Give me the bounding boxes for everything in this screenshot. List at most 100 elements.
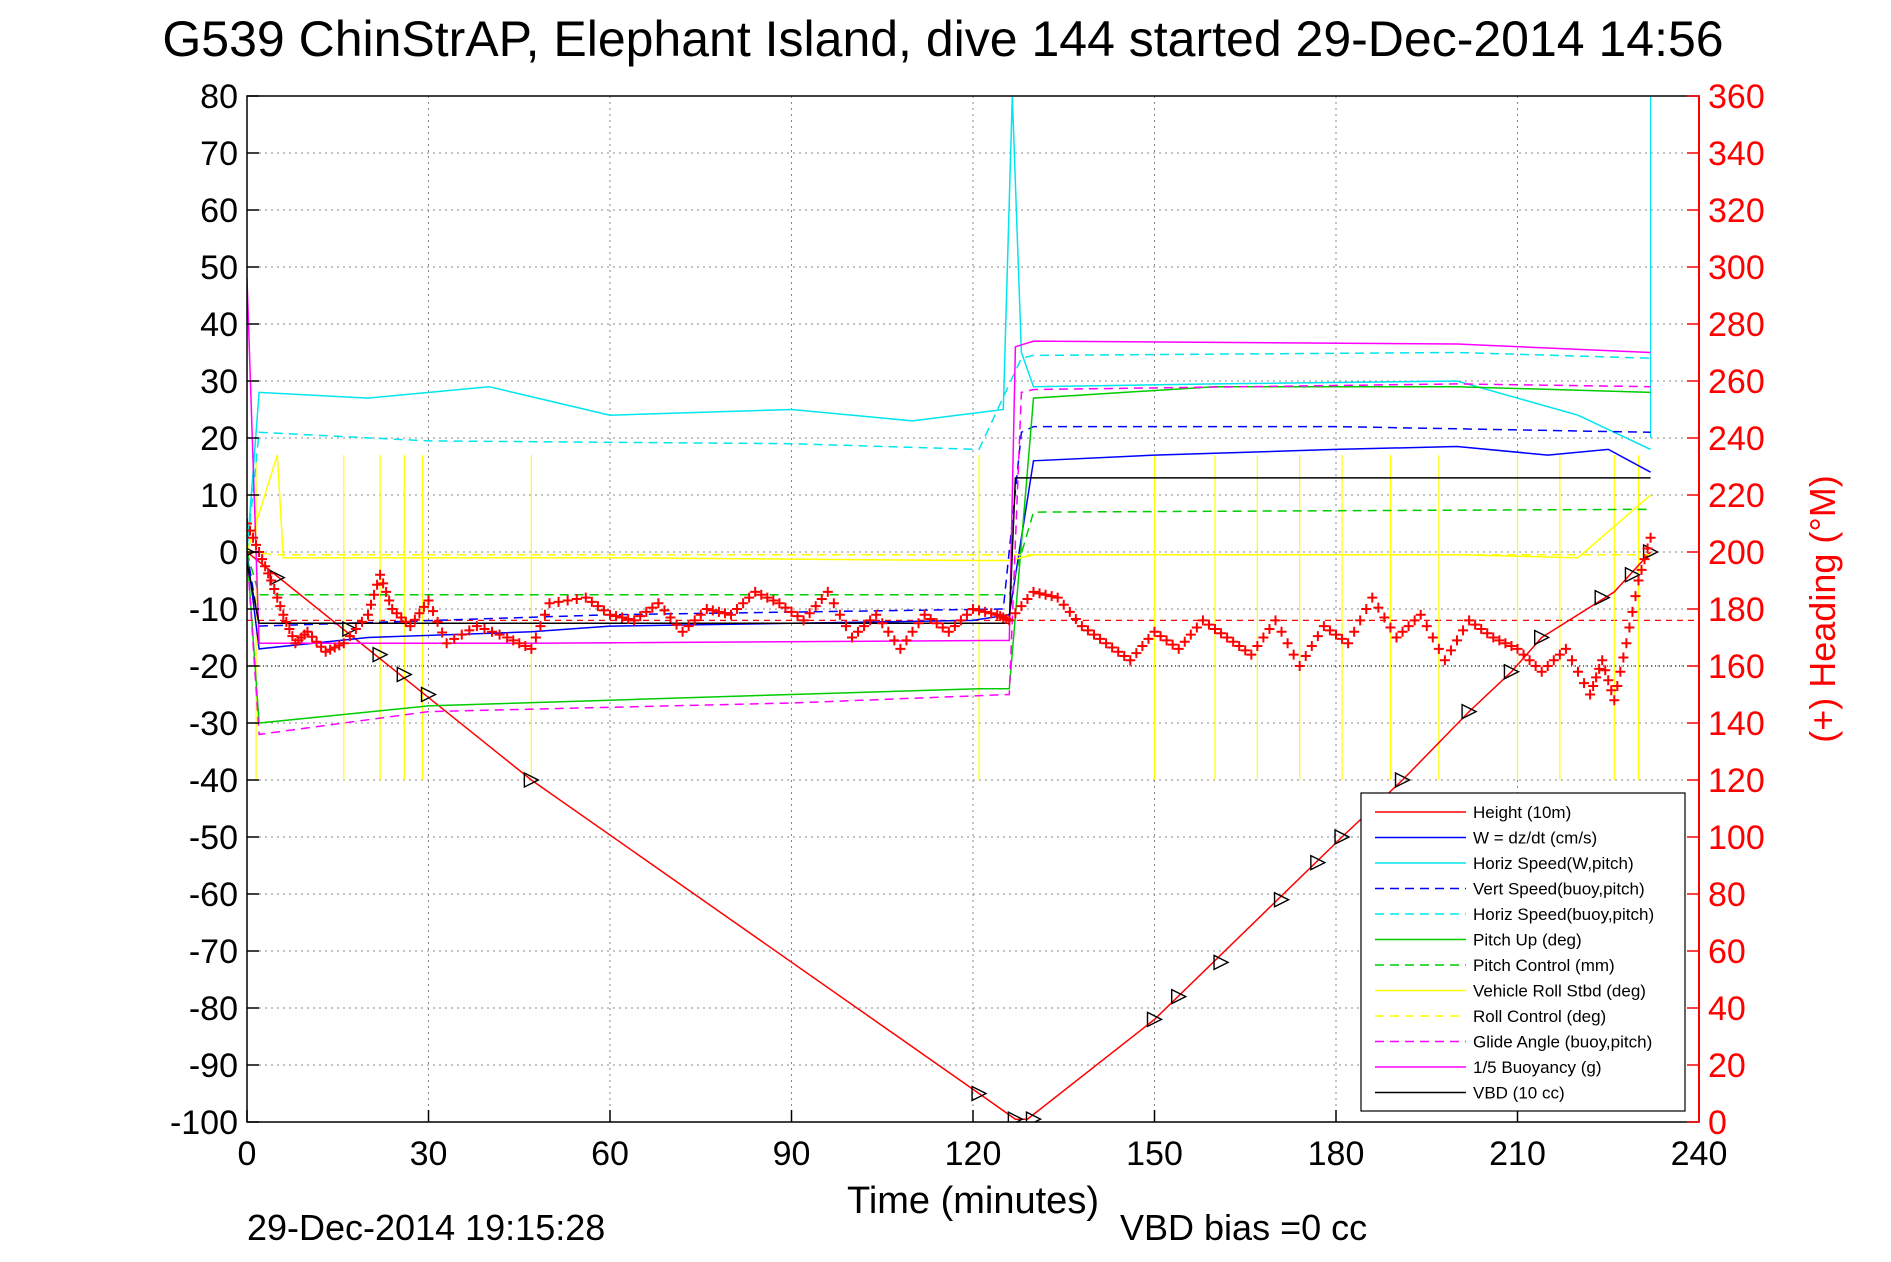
heading-marker bbox=[1618, 652, 1629, 663]
heading-marker bbox=[986, 608, 997, 619]
y-tick-label: 30 bbox=[200, 363, 238, 401]
heading-marker bbox=[325, 644, 336, 655]
y-tick-label: -30 bbox=[189, 705, 238, 743]
heading-marker bbox=[437, 627, 448, 638]
heading-marker bbox=[1494, 635, 1505, 646]
heading-marker bbox=[780, 602, 791, 613]
heading-marker bbox=[949, 621, 960, 632]
height-marker bbox=[1503, 663, 1521, 680]
series-line bbox=[247, 278, 1651, 644]
heading-marker bbox=[381, 586, 392, 597]
heading-marker bbox=[1191, 622, 1202, 633]
y-tick-label: 70 bbox=[200, 135, 238, 173]
heading-marker bbox=[263, 568, 274, 579]
heading-marker bbox=[464, 625, 475, 636]
heading-marker bbox=[689, 615, 700, 626]
plot-content bbox=[247, 96, 1699, 1122]
heading-marker bbox=[247, 518, 252, 529]
heading-marker bbox=[1594, 663, 1605, 674]
heading-marker bbox=[1143, 633, 1154, 644]
heading-marker bbox=[1621, 638, 1632, 649]
heading-marker bbox=[901, 635, 912, 646]
heading-marker bbox=[441, 638, 452, 649]
heading-marker bbox=[494, 629, 505, 640]
y-right-tick-label: 100 bbox=[1708, 819, 1765, 857]
heading-marker bbox=[605, 609, 615, 620]
legend-entry: Roll Control (deg) bbox=[1473, 1007, 1606, 1026]
heading-marker bbox=[816, 594, 827, 605]
heading-marker bbox=[1639, 554, 1650, 565]
y-right-tick-label: 60 bbox=[1708, 933, 1746, 971]
y-right-tick-label: 0 bbox=[1708, 1104, 1727, 1142]
heading-marker bbox=[1464, 615, 1475, 626]
heading-marker bbox=[1331, 629, 1341, 640]
y-tick-label: 80 bbox=[200, 78, 238, 116]
heading-marker bbox=[580, 592, 591, 603]
heading-marker bbox=[1022, 594, 1033, 605]
heading-marker bbox=[1197, 615, 1208, 626]
x-tick-label: 90 bbox=[773, 1135, 811, 1173]
y-tick-label: 40 bbox=[200, 306, 238, 344]
heading-marker bbox=[1530, 661, 1541, 671]
heading-marker bbox=[1119, 651, 1130, 662]
heading-marker bbox=[1034, 588, 1045, 599]
heading-marker bbox=[1349, 626, 1360, 637]
heading-marker bbox=[695, 609, 706, 620]
heading-marker bbox=[847, 632, 857, 643]
heading-marker bbox=[1240, 645, 1251, 656]
heading-marker bbox=[641, 606, 652, 617]
heading-marker bbox=[1624, 622, 1635, 633]
grid bbox=[246, 95, 1700, 1123]
series-line bbox=[247, 477, 1651, 625]
heading-marker bbox=[1524, 655, 1535, 666]
legend-entry: Glide Angle (buoy,pitch) bbox=[1473, 1033, 1652, 1052]
heading-marker bbox=[1554, 649, 1565, 660]
heading-marker bbox=[1373, 602, 1384, 613]
y-right-tick-label: 360 bbox=[1708, 78, 1765, 116]
footer-vbd-bias: VBD bias =0 cc bbox=[1120, 1207, 1367, 1248]
heading-marker bbox=[562, 595, 573, 606]
heading-marker bbox=[1573, 666, 1583, 677]
heading-marker bbox=[366, 599, 377, 610]
heading-marker bbox=[1379, 612, 1390, 623]
heading-marker bbox=[1609, 695, 1620, 706]
heading-marker bbox=[598, 605, 609, 616]
heading-marker bbox=[1488, 632, 1499, 643]
heading-marker bbox=[1052, 592, 1063, 603]
heading-marker bbox=[1064, 606, 1075, 617]
heading-marker bbox=[1415, 609, 1426, 620]
y-tick-label: -100 bbox=[170, 1104, 238, 1142]
series-line bbox=[247, 551, 1651, 556]
heading-marker bbox=[974, 605, 985, 616]
series-line bbox=[247, 551, 1652, 1120]
heading-marker bbox=[369, 589, 380, 600]
series-line bbox=[247, 508, 1651, 596]
heading-marker bbox=[774, 598, 785, 609]
heading-marker bbox=[822, 586, 833, 597]
y-tick-label: 50 bbox=[200, 249, 238, 287]
heading-marker bbox=[1107, 642, 1118, 653]
heading-marker bbox=[883, 626, 894, 637]
y-right-tick-label: 80 bbox=[1708, 876, 1746, 914]
y-right-tick-label: 40 bbox=[1708, 990, 1746, 1028]
heading-marker bbox=[1137, 641, 1148, 652]
heading-marker bbox=[1397, 626, 1408, 637]
heading-marker bbox=[1355, 615, 1366, 626]
heading-marker bbox=[1633, 575, 1644, 586]
x-tick-label: 0 bbox=[238, 1135, 257, 1173]
legend-box bbox=[1360, 792, 1686, 1112]
heading-marker bbox=[1361, 604, 1372, 614]
heading-marker bbox=[363, 609, 373, 620]
heading-marker bbox=[1542, 661, 1553, 671]
heading-marker bbox=[1010, 608, 1021, 619]
heading-marker bbox=[1070, 613, 1081, 624]
height-marker bbox=[1624, 566, 1642, 583]
height-marker bbox=[1394, 771, 1412, 789]
heading-marker bbox=[344, 631, 355, 642]
heading-marker bbox=[284, 623, 295, 634]
x-tick-label: 60 bbox=[591, 1135, 629, 1173]
heading-marker bbox=[281, 616, 292, 627]
heading-marker bbox=[1095, 633, 1106, 644]
heading-marker bbox=[1636, 564, 1647, 575]
